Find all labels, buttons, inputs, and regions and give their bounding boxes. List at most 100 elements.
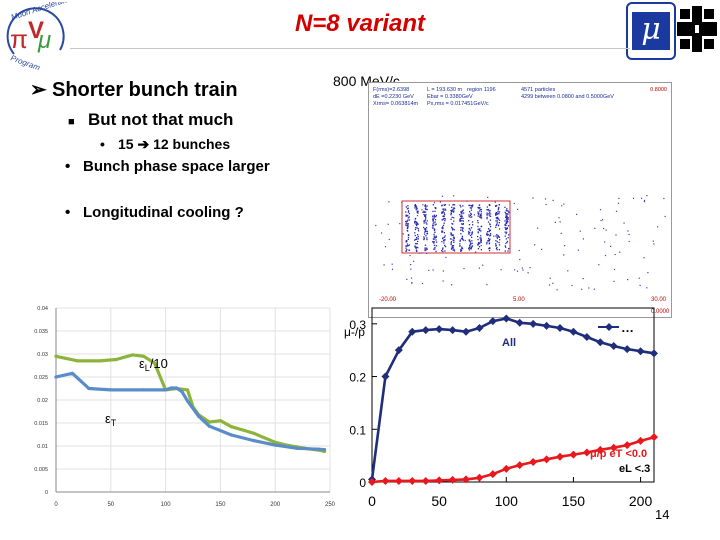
- data-point: [515, 318, 524, 327]
- slide-title: N=8 variant: [294, 10, 426, 37]
- nu-symbol: V: [28, 17, 44, 44]
- particle-point: [471, 205, 473, 207]
- data-point: [556, 324, 564, 333]
- y-tick-label: 0.03: [37, 352, 48, 358]
- data-point: [185, 388, 190, 392]
- particle-point: [450, 218, 452, 220]
- particle-point: [495, 240, 497, 242]
- particle-point: [468, 214, 470, 216]
- particle-point: [417, 228, 420, 230]
- title-divider: [70, 48, 630, 49]
- bullet-text: Longitudinal cooling ?: [83, 204, 244, 221]
- particle-point: [414, 246, 416, 248]
- particle-point: [558, 217, 560, 219]
- particle-point: [498, 244, 501, 246]
- particle-point: [496, 241, 498, 243]
- fermilab-logo: [677, 6, 717, 52]
- info-between: 4299 between 0.0800 and 0.5000GeV: [521, 94, 614, 100]
- particle-point: [486, 234, 488, 236]
- particle-point: [495, 247, 498, 250]
- bullet-phase-space: • Bunch phase space larger: [65, 158, 270, 175]
- data-point: [650, 349, 658, 358]
- particle-point: [453, 207, 455, 209]
- info-l: L = 193.630 m: [427, 87, 463, 93]
- particle-point: [426, 247, 428, 249]
- particle-point: [487, 196, 489, 198]
- particle-point: [505, 224, 507, 226]
- particle-point: [514, 269, 516, 271]
- particle-point: [498, 222, 500, 224]
- particle-point: [480, 245, 482, 247]
- particle-point: [507, 234, 510, 236]
- particle-point: [460, 212, 463, 214]
- particle-point: [489, 219, 492, 221]
- particle-point: [462, 239, 465, 241]
- particle-point: [604, 254, 607, 257]
- particle-point: [424, 215, 427, 218]
- particle-point: [388, 201, 390, 203]
- particle-point: [391, 268, 394, 270]
- particle-point: [613, 268, 616, 271]
- particle-point: [433, 229, 436, 232]
- particle-point: [479, 209, 482, 211]
- data-point: [164, 388, 168, 392]
- particle-point: [567, 270, 569, 272]
- particle-point: [462, 209, 464, 211]
- particle-point: [506, 208, 508, 210]
- particle-point: [442, 226, 444, 228]
- particle-point: [486, 216, 488, 218]
- particle-point: [508, 211, 510, 213]
- particle-point: [453, 250, 456, 252]
- particle-point: [380, 232, 383, 234]
- particle-point: [405, 220, 407, 223]
- particle-point: [423, 211, 425, 213]
- particle-point: [472, 224, 474, 226]
- particle-point: [468, 220, 470, 222]
- particle-point: [425, 227, 428, 229]
- particle-point: [615, 210, 618, 212]
- particle-point: [617, 202, 620, 204]
- particle-point: [453, 241, 455, 243]
- particle-point: [470, 246, 473, 248]
- y-tick-label: 0.04: [37, 306, 48, 312]
- data-point: [180, 390, 184, 394]
- particle-point: [417, 238, 419, 240]
- data-point: [488, 470, 497, 479]
- data-point: [435, 325, 444, 334]
- particle-point: [478, 206, 480, 209]
- particle-point: [411, 282, 413, 284]
- particle-point: [421, 282, 424, 285]
- data-point: [207, 424, 211, 428]
- particle-point: [461, 246, 463, 248]
- particle-point: [493, 235, 495, 237]
- particle-point: [443, 215, 445, 217]
- particle-point: [479, 242, 481, 244]
- particle-point: [506, 213, 508, 215]
- particle-point: [468, 248, 470, 250]
- particle-point: [435, 250, 437, 253]
- particle-point: [442, 227, 444, 229]
- particle-point: [498, 211, 501, 213]
- particle-point: [495, 235, 497, 237]
- data-point: [650, 433, 658, 442]
- particle-point: [432, 241, 434, 243]
- particle-point: [443, 204, 446, 206]
- particle-point: [507, 216, 509, 219]
- particle-point: [505, 232, 507, 235]
- particle-point: [561, 205, 563, 207]
- particle-point: [488, 249, 491, 252]
- data-point: [569, 327, 578, 336]
- particle-point: [442, 215, 444, 218]
- particle-point: [532, 197, 534, 199]
- particle-point: [496, 236, 498, 238]
- particle-point: [426, 223, 428, 225]
- particle-point: [549, 277, 551, 279]
- particle-point: [497, 209, 499, 211]
- particle-point: [463, 267, 465, 270]
- particle-point: [417, 240, 419, 243]
- particle-point: [462, 220, 464, 222]
- particle-point: [441, 205, 443, 207]
- particle-point: [610, 245, 612, 247]
- particle-point: [571, 284, 573, 287]
- particle-point: [415, 249, 418, 251]
